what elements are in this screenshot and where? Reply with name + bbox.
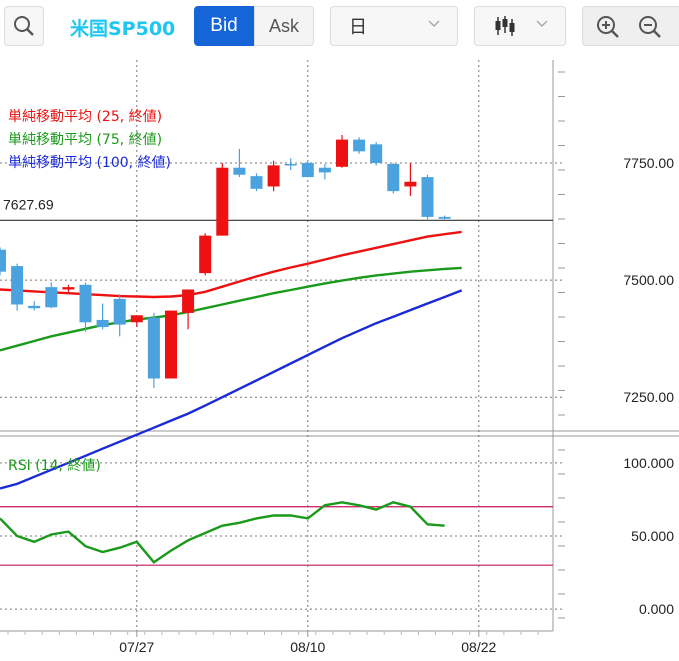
candle-body	[284, 163, 297, 166]
candle	[267, 160, 280, 192]
candle-body	[96, 319, 109, 327]
y-tick-label: 7500.00	[623, 272, 674, 288]
rsi-tick-label: 50.000	[631, 528, 674, 544]
candle	[182, 289, 195, 330]
candle-body	[216, 167, 229, 236]
ma25-line	[0, 230, 462, 299]
period-select[interactable]: 日	[330, 6, 458, 46]
x-tick-label: 08/10	[290, 639, 325, 655]
period-label: 日	[349, 17, 367, 38]
symbol-name: 米国SP500	[70, 18, 176, 40]
candlestick-icon	[495, 16, 515, 36]
candle-body	[113, 298, 126, 325]
candle	[318, 163, 331, 180]
bid-button[interactable]: Bid	[194, 6, 254, 46]
candle	[421, 174, 434, 220]
x-tick-label: 08/22	[461, 639, 496, 655]
rsi-line	[0, 501, 445, 564]
candle-body	[0, 249, 6, 272]
candle	[387, 163, 400, 194]
candle	[404, 163, 417, 196]
candle	[147, 312, 160, 388]
candle	[45, 282, 58, 309]
candle	[284, 158, 297, 171]
chevron-down-icon	[535, 16, 549, 33]
candle	[113, 294, 126, 337]
candle	[199, 233, 212, 276]
candle	[370, 141, 383, 166]
candle-body	[438, 216, 451, 219]
candle-body	[353, 139, 366, 152]
candle-body	[421, 177, 434, 217]
zoom-in-icon[interactable]	[595, 14, 621, 40]
candle	[216, 163, 229, 236]
legend-rsi: RSI (14, 終値)	[8, 458, 101, 474]
candle-body	[62, 287, 75, 290]
candle	[96, 303, 109, 330]
candle	[79, 282, 92, 332]
x-tick-label: 07/27	[119, 639, 154, 655]
candle	[165, 310, 177, 379]
rsi-tick-label: 100.000	[623, 455, 674, 471]
candle	[336, 134, 348, 168]
ma100-line	[0, 289, 463, 490]
candle	[301, 160, 314, 178]
candle-body	[147, 317, 160, 379]
legend-ma75: 単純移動平均 (75, 終値)	[8, 132, 162, 148]
candle-body	[250, 176, 263, 189]
candle-body	[11, 266, 24, 305]
y-tick-label: 7250.00	[623, 389, 674, 405]
legend-ma100: 単純移動平均 (100, 終値)	[8, 155, 171, 171]
candle-body	[404, 181, 417, 187]
chevron-down-icon	[427, 16, 441, 34]
candle	[11, 263, 24, 311]
candle-body	[182, 289, 195, 313]
candle-body	[336, 139, 348, 167]
candle-body	[370, 144, 383, 164]
legend-ma25: 単純移動平均 (25, 終値)	[8, 109, 162, 125]
zoom-out-icon[interactable]	[637, 14, 663, 40]
candle	[28, 301, 41, 311]
rsi-tick-label: 0.000	[639, 601, 674, 617]
chart-type-select[interactable]	[474, 6, 566, 46]
candle-body	[233, 167, 246, 175]
y-tick-label: 7750.00	[623, 155, 674, 171]
candle-body	[387, 163, 400, 192]
candle	[233, 148, 246, 178]
candle-body	[267, 165, 280, 187]
candle-body	[45, 287, 58, 308]
candle	[0, 247, 6, 276]
zoom-controls	[582, 6, 679, 46]
candle	[353, 137, 366, 154]
toolbar: 米国SP500 Bid Ask 日	[0, 0, 679, 52]
candle-body	[130, 315, 143, 323]
candle-body	[165, 310, 177, 379]
candle	[438, 215, 451, 220]
candle-body	[318, 167, 331, 173]
candle-body	[301, 163, 314, 178]
search-icon	[14, 16, 34, 36]
candle-body	[79, 284, 92, 323]
ma75-line	[0, 266, 462, 352]
candle	[250, 173, 263, 192]
candle	[130, 315, 143, 327]
candle-body	[28, 305, 41, 309]
search-button[interactable]	[4, 6, 44, 46]
current-price-label: 7627.69	[3, 196, 54, 212]
ask-button[interactable]: Ask	[254, 6, 314, 46]
candle-body	[199, 235, 212, 274]
candle	[62, 284, 75, 292]
